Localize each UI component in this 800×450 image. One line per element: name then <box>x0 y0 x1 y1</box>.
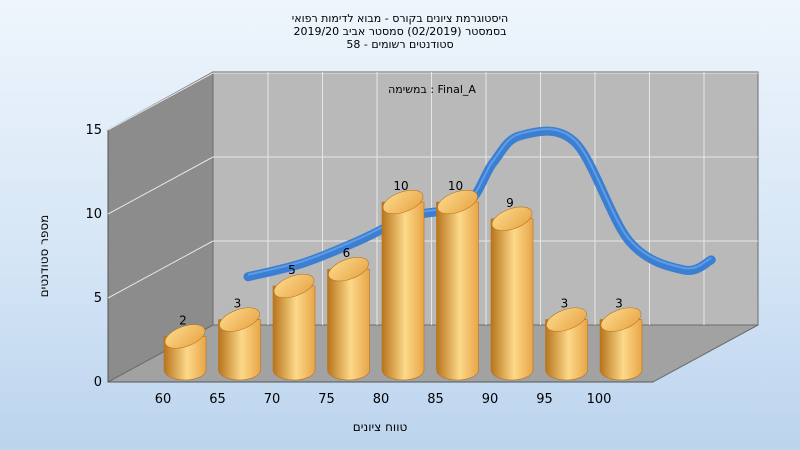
y-tick-label: 5 <box>94 291 102 306</box>
bar <box>381 189 425 381</box>
title-line-3: סטודנטים רשומים - 58 <box>346 38 453 51</box>
x-tick-label: 70 <box>264 392 281 407</box>
distribution-curve-highlight <box>247 128 712 276</box>
bar <box>327 257 370 381</box>
labels-layer: 0 5 10 15 2 3 5 6 10 10 9 3 3 60 65 70 75 80 85 90 95 100 <box>85 123 622 407</box>
bar-body <box>327 268 370 381</box>
x-tick-label: 80 <box>373 392 390 407</box>
x-axis-title: טווח ציונים <box>353 420 408 434</box>
grid-line-side <box>107 240 214 299</box>
bar-body <box>381 201 425 381</box>
bar-top <box>491 206 533 231</box>
title-line-2: בסמסטר (02/2019) סמסטר אביב 2019/20 <box>293 25 506 38</box>
bar-value-label: 5 <box>288 263 296 277</box>
bar-top <box>437 189 478 215</box>
x-tick-label: 90 <box>482 392 499 407</box>
bar-value-label: 3 <box>615 297 623 311</box>
bar-value-label: 9 <box>506 196 514 210</box>
bar-value-label: 2 <box>179 313 187 327</box>
bar <box>545 307 588 381</box>
y-tick-label: 15 <box>85 123 102 138</box>
bar <box>163 324 207 381</box>
bar-top <box>164 324 206 349</box>
bar <box>599 307 643 381</box>
y-tick-label: 10 <box>85 207 102 222</box>
curve-layer <box>243 126 716 282</box>
title-line-1: היסטוגרמת ציונים בקורס - מבוא לדימות רפו… <box>292 12 508 25</box>
bar-value-label: 6 <box>343 246 351 260</box>
bar <box>490 206 534 381</box>
bar <box>436 189 479 381</box>
y-axis-title: מספר סטודנטים <box>37 215 51 298</box>
bar-body <box>218 319 261 381</box>
bar-body <box>545 319 588 381</box>
bar-top <box>328 257 369 282</box>
bar-value-label: 3 <box>561 297 569 311</box>
grid-line-side <box>107 72 214 131</box>
bar <box>272 273 316 381</box>
bar-body <box>599 319 643 381</box>
x-tick-label: 75 <box>318 392 335 407</box>
x-tick-label: 95 <box>536 392 553 407</box>
bar <box>218 307 261 381</box>
x-tick-label: 100 <box>587 392 612 407</box>
bar-top <box>600 307 642 332</box>
distribution-curve <box>243 126 716 282</box>
x-tick-label: 60 <box>155 392 172 407</box>
grid-lines <box>107 72 758 325</box>
grid-line-side <box>107 156 214 215</box>
bars-layer <box>163 189 643 381</box>
bar-body <box>272 285 316 381</box>
bar-body <box>436 201 479 381</box>
bar-body <box>490 218 534 381</box>
x-tick-label: 85 <box>427 392 444 407</box>
bar-top <box>219 307 260 332</box>
bar-top <box>273 273 315 299</box>
bar-value-label: 3 <box>234 297 242 311</box>
bar-top <box>382 189 424 215</box>
bar-top <box>546 307 587 332</box>
task-annotation: במשימה : Final_A <box>388 83 476 96</box>
y-tick-label: 0 <box>94 375 102 390</box>
bar-value-label: 10 <box>393 179 408 193</box>
bar-value-label: 10 <box>448 179 463 193</box>
x-tick-label: 65 <box>209 392 226 407</box>
